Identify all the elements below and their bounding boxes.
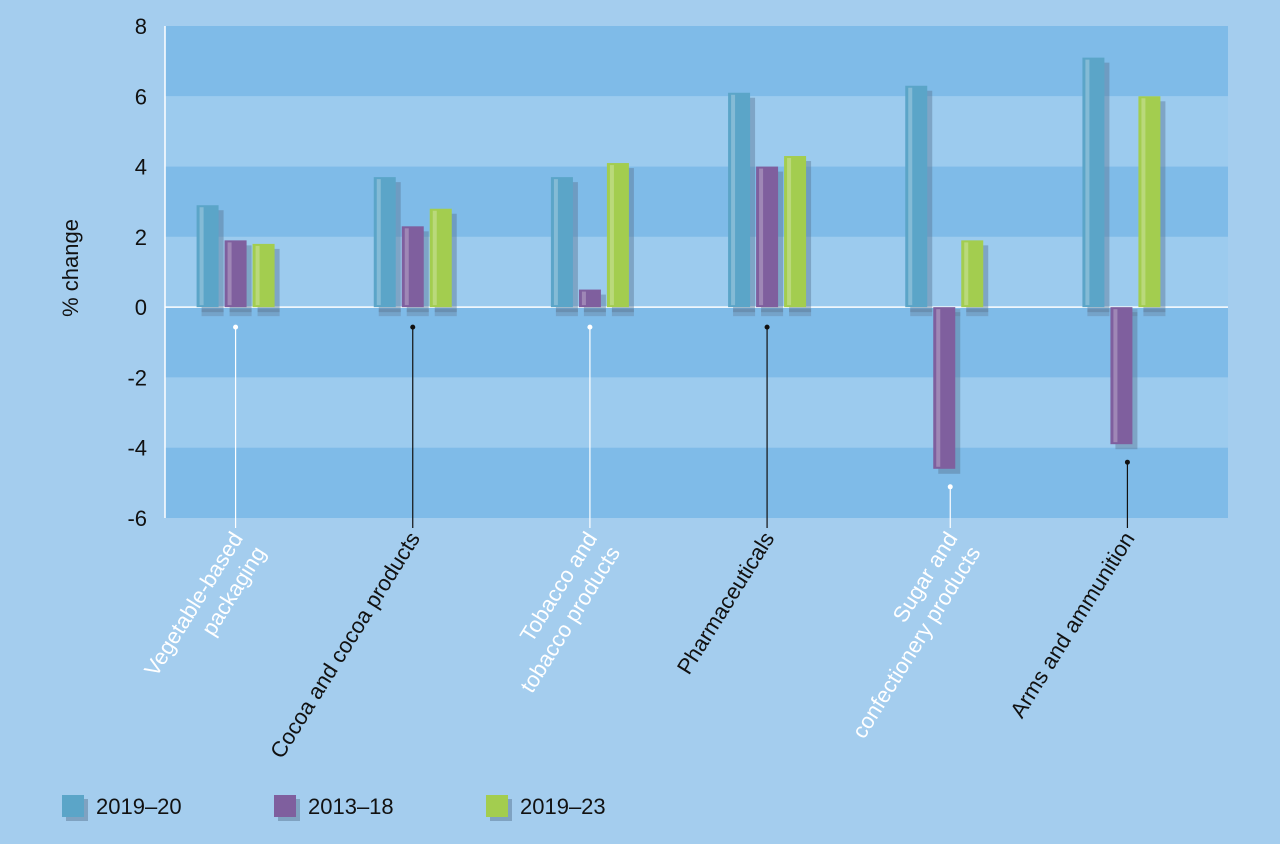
bar <box>606 163 629 308</box>
bar-base-shadow <box>406 309 429 317</box>
grid-band <box>165 96 1228 167</box>
bar-base-shadow <box>966 309 989 317</box>
grid-bands <box>164 26 1228 518</box>
y-tick-label: 2 <box>135 225 147 250</box>
bar-highlight <box>936 309 941 467</box>
y-tick-label: 8 <box>135 14 147 39</box>
category-label: Pharmaceuticals <box>672 527 779 678</box>
legend-label: 2013–18 <box>308 794 394 819</box>
y-tick-label: 4 <box>135 155 147 180</box>
bar-base-shadow <box>611 309 634 317</box>
y-tick-label: 6 <box>135 84 147 109</box>
category-label-line: Cocoa and cocoa products <box>265 527 425 762</box>
category-label: Arms and ammunition <box>1005 527 1140 722</box>
bar-highlight <box>227 242 232 306</box>
bar-highlight <box>404 228 409 306</box>
category-label-line: Pharmaceuticals <box>672 527 779 678</box>
bar-highlight <box>432 210 437 306</box>
bar <box>578 289 601 308</box>
bar-base-shadow <box>229 309 252 317</box>
bar-highlight <box>255 245 260 306</box>
bar-highlight <box>964 242 969 306</box>
legend: 2019–20 2013–18 2019–23 <box>62 794 606 821</box>
category-label-line: Arms and ammunition <box>1005 527 1140 722</box>
bar <box>373 177 396 308</box>
bar-highlight <box>908 87 913 306</box>
y-tick-label: 0 <box>135 295 147 320</box>
bar-highlight <box>759 168 764 306</box>
bar-base-shadow <box>789 309 812 317</box>
bar <box>401 226 424 308</box>
legend-label: 2019–23 <box>520 794 606 819</box>
bar <box>961 240 984 308</box>
bar-base-shadow <box>257 309 280 317</box>
bar <box>784 156 807 308</box>
grid-band <box>165 377 1228 448</box>
bar <box>756 166 779 308</box>
bar <box>1082 57 1105 308</box>
bar-highlight <box>199 207 204 306</box>
bar-base-shadow <box>761 309 784 317</box>
bar <box>196 205 219 308</box>
bar <box>1110 307 1133 445</box>
y-tick-label: -4 <box>127 436 147 461</box>
y-tick-label: -6 <box>127 506 147 531</box>
category-label: Sugar andconfectionery products <box>824 527 985 742</box>
bar-base-shadow <box>555 309 578 317</box>
y-axis: 8 6 4 2 0 -2 -4 -6 <box>127 14 147 531</box>
y-tick-label: -2 <box>127 365 147 390</box>
bar-base-shadow <box>910 309 933 317</box>
bar-base-shadow <box>1087 309 1110 317</box>
bar <box>224 240 247 308</box>
bar-highlight <box>581 291 586 306</box>
y-axis-title: % change <box>58 219 83 317</box>
bar-highlight <box>609 165 614 306</box>
grid-band <box>165 236 1228 308</box>
bar <box>1138 96 1161 308</box>
grid-band <box>165 26 1228 97</box>
bar <box>252 243 275 308</box>
legend-label: 2019–20 <box>96 794 182 819</box>
bar-base-shadow <box>378 309 401 317</box>
bar-base-shadow <box>1143 309 1166 317</box>
category-label: Cocoa and cocoa products <box>265 527 425 762</box>
bar-base-shadow <box>583 309 606 317</box>
category-label: Vegetable-basedpackaging <box>139 527 271 695</box>
bar <box>728 92 751 308</box>
grid-band <box>165 447 1228 518</box>
category-label: Tobacco andtobacco products <box>492 527 625 697</box>
bars-group <box>196 57 1166 474</box>
bar <box>905 85 928 308</box>
legend-swatch <box>486 795 508 817</box>
grid-band <box>165 166 1228 237</box>
bar-highlight <box>787 158 792 306</box>
grid-band <box>165 307 1228 378</box>
bar <box>933 307 956 469</box>
legend-swatch <box>274 795 296 817</box>
legend-swatch <box>62 795 84 817</box>
bar-highlight <box>1085 59 1090 306</box>
bar <box>429 208 452 308</box>
category-leader-lines <box>233 324 1130 528</box>
bar-highlight <box>1113 309 1118 443</box>
bar-base-shadow <box>434 309 457 317</box>
bar-highlight <box>376 179 381 306</box>
bar-highlight <box>553 179 558 306</box>
bar <box>550 177 573 308</box>
bar-highlight <box>1141 98 1146 306</box>
bar-base-shadow <box>733 309 756 317</box>
bar-base-shadow <box>201 309 224 317</box>
bar-highlight <box>731 94 736 306</box>
